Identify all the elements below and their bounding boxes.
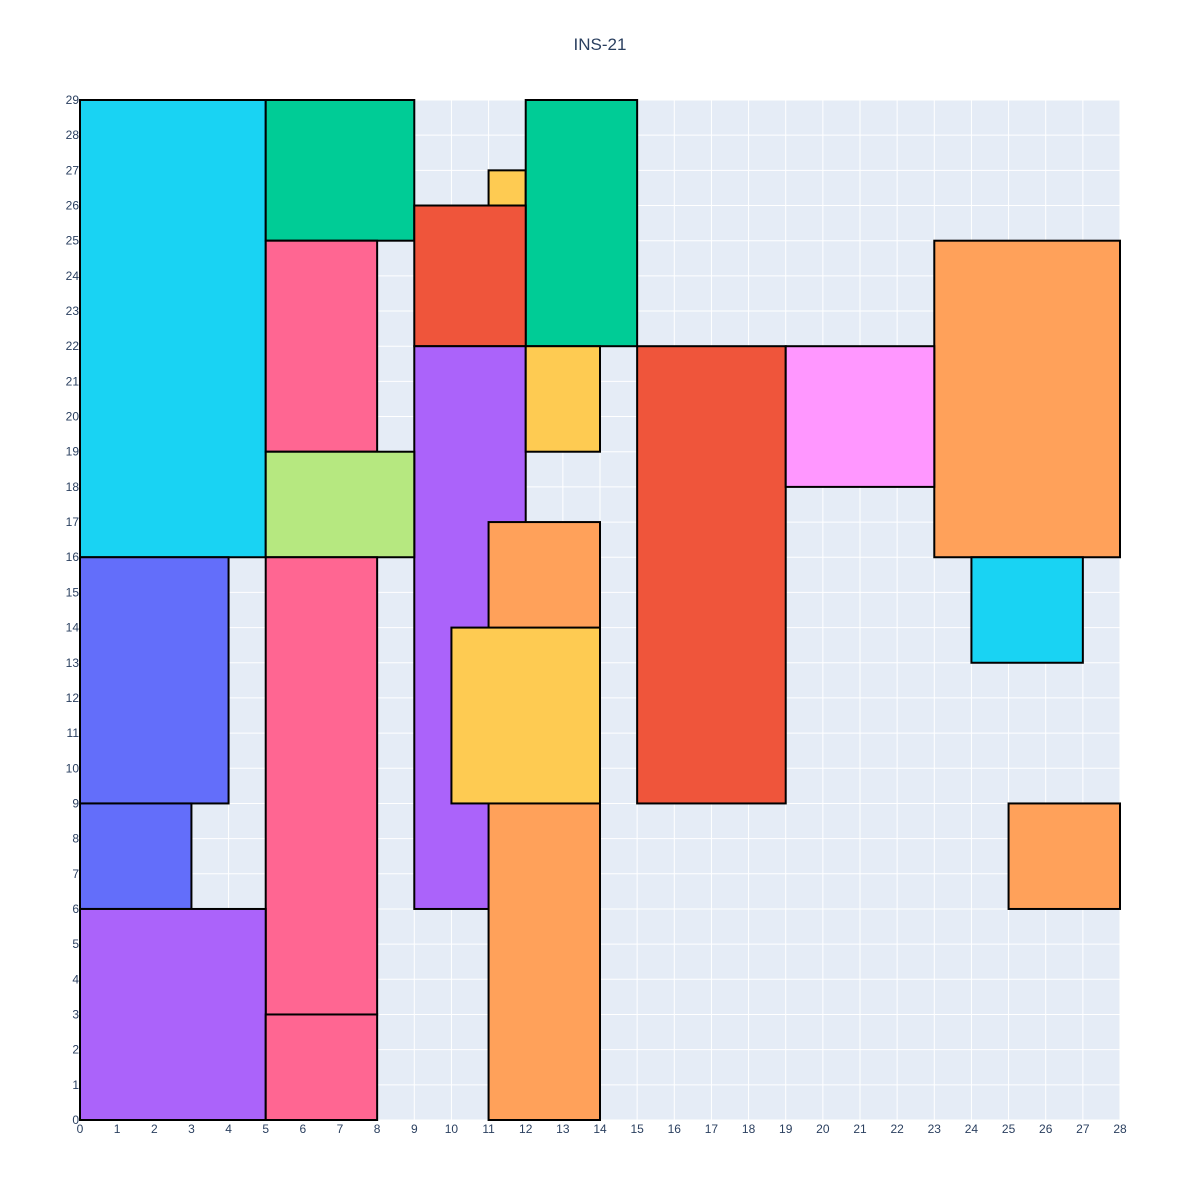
rectangle-mark xyxy=(264,556,379,1016)
x-tick-label: 10 xyxy=(445,1122,459,1136)
y-tick-label: 27 xyxy=(66,163,80,177)
rectangle-mark xyxy=(784,345,936,488)
rectangle-mark xyxy=(264,99,416,242)
rectangle-mark xyxy=(79,907,267,1121)
x-tick-label: 19 xyxy=(779,1122,793,1136)
x-axis-ticks: 0 1 2 3 4 5 6 7 8 9 10 11 12 13 14 15 16 17 18 19 20 21 22 23 24… xyxy=(77,1122,1127,1136)
x-tick-label: 24 xyxy=(965,1122,979,1136)
x-tick-label: 17 xyxy=(705,1122,719,1136)
y-tick-label: 7 xyxy=(72,867,79,881)
y-tick-label: 21 xyxy=(66,374,80,388)
y-tick-label: 0 xyxy=(72,1113,79,1127)
x-tick-label: 13 xyxy=(556,1122,570,1136)
y-tick-label: 18 xyxy=(66,480,80,494)
rectangle-mark xyxy=(264,1013,379,1122)
rectangle-mark xyxy=(413,204,527,348)
x-tick-label: 7 xyxy=(337,1122,344,1136)
x-tick-label: 0 xyxy=(77,1122,84,1136)
y-tick-label: 9 xyxy=(72,796,79,810)
rectangle-mark xyxy=(487,169,527,207)
y-tick-label: 3 xyxy=(72,1007,79,1021)
x-tick-label: 25 xyxy=(1002,1122,1016,1136)
chart-title: INS-21 xyxy=(574,35,627,54)
x-tick-label: 28 xyxy=(1113,1122,1127,1136)
x-tick-label: 18 xyxy=(742,1122,756,1136)
x-tick-label: 21 xyxy=(853,1122,867,1136)
x-tick-label: 1 xyxy=(114,1122,121,1136)
x-tick-label: 23 xyxy=(928,1122,942,1136)
y-tick-label: 29 xyxy=(66,93,80,107)
rectangle-mark xyxy=(524,345,602,453)
x-tick-label: 9 xyxy=(411,1122,418,1136)
x-tick-label: 22 xyxy=(890,1122,904,1136)
rectangle-mark xyxy=(636,345,787,805)
y-tick-label: 15 xyxy=(66,585,80,599)
rectangle-mark xyxy=(970,556,1084,664)
rectangle-mark xyxy=(264,239,379,453)
y-tick-label: 5 xyxy=(72,937,79,951)
y-tick-label: 28 xyxy=(66,128,80,142)
x-tick-label: 5 xyxy=(262,1122,269,1136)
y-tick-label: 1 xyxy=(72,1078,79,1092)
y-tick-label: 11 xyxy=(67,726,80,740)
rectangle-mark xyxy=(524,99,639,348)
y-tick-label: 10 xyxy=(66,761,80,775)
x-tick-label: 27 xyxy=(1076,1122,1090,1136)
x-tick-label: 4 xyxy=(225,1122,232,1136)
rectangle-mark xyxy=(487,521,602,1121)
y-tick-label: 20 xyxy=(66,410,80,424)
y-tick-label: 4 xyxy=(72,972,79,986)
rectangle-mark xyxy=(450,626,601,805)
y-tick-label: 23 xyxy=(66,304,80,318)
y-axis-ticks: 0123456789101112131415161718192021222324… xyxy=(66,93,80,1127)
rectangle-mark xyxy=(79,802,193,910)
x-tick-label: 14 xyxy=(593,1122,607,1136)
y-tick-label: 14 xyxy=(66,621,80,635)
rectangle-mark xyxy=(1007,802,1121,910)
x-tick-label: 11 xyxy=(482,1122,495,1136)
x-tick-label: 15 xyxy=(630,1122,644,1136)
y-tick-label: 17 xyxy=(66,515,80,529)
y-tick-label: 16 xyxy=(66,550,80,564)
y-tick-label: 2 xyxy=(72,1043,79,1057)
y-tick-label: 24 xyxy=(66,269,80,283)
y-tick-label: 6 xyxy=(72,902,79,916)
y-tick-label: 13 xyxy=(66,656,80,670)
x-tick-label: 3 xyxy=(188,1122,195,1136)
y-tick-label: 8 xyxy=(72,832,79,846)
y-tick-label: 25 xyxy=(66,234,80,248)
y-tick-label: 22 xyxy=(66,339,80,353)
y-tick-label: 12 xyxy=(66,691,80,705)
rectangle-mark xyxy=(79,99,267,559)
x-tick-label: 26 xyxy=(1039,1122,1053,1136)
x-tick-label: 16 xyxy=(668,1122,682,1136)
rectangle-mark xyxy=(79,556,230,805)
y-tick-label: 26 xyxy=(66,199,80,213)
x-tick-label: 8 xyxy=(374,1122,381,1136)
x-tick-label: 6 xyxy=(300,1122,307,1136)
rectangle-mark xyxy=(264,450,416,559)
y-tick-label: 19 xyxy=(66,445,80,459)
x-tick-label: 20 xyxy=(816,1122,830,1136)
x-tick-label: 2 xyxy=(151,1122,158,1136)
rectangle-mark xyxy=(933,239,1121,559)
rectangles-layer xyxy=(79,99,1121,1122)
x-tick-label: 12 xyxy=(519,1122,533,1136)
